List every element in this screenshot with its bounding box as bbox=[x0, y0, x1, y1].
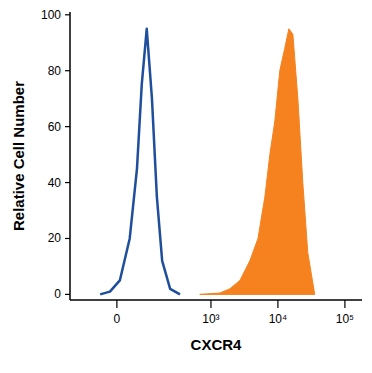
y-tick bbox=[65, 70, 70, 71]
y-tick-label: 100 bbox=[41, 8, 61, 22]
y-axis-label: Relative Cell Number bbox=[10, 81, 27, 231]
y-tick-label: 60 bbox=[48, 120, 62, 134]
y-tick bbox=[65, 294, 70, 295]
x-tick-label: 10⁴ bbox=[269, 312, 288, 326]
x-tick bbox=[116, 300, 117, 308]
y-tick-label: 20 bbox=[48, 231, 62, 245]
x-tick-label: 10⁵ bbox=[336, 312, 354, 326]
y-tick-label: 40 bbox=[48, 176, 62, 190]
x-axis-label: CXCR4 bbox=[191, 336, 243, 353]
x-tick bbox=[277, 300, 278, 308]
x-axis bbox=[70, 299, 362, 301]
histogram-line bbox=[100, 29, 180, 295]
x-tick bbox=[210, 300, 211, 308]
x-tick bbox=[344, 300, 345, 308]
y-tick bbox=[65, 182, 70, 183]
y-tick-label: 0 bbox=[54, 287, 61, 301]
y-tick bbox=[65, 14, 70, 15]
x-tick-label: 10³ bbox=[202, 312, 219, 326]
y-tick bbox=[65, 126, 70, 127]
plot-area bbox=[100, 29, 315, 295]
chart: 0 20 40 60 80 100 0 10³ 10⁴ 10⁵ CXCR4 Relative Cell… bbox=[0, 0, 372, 373]
x-tick-label: 0 bbox=[114, 312, 121, 326]
y-axis bbox=[69, 12, 71, 300]
y-tick-label: 80 bbox=[48, 64, 62, 78]
y-tick bbox=[65, 238, 70, 239]
histogram-area bbox=[200, 29, 315, 295]
